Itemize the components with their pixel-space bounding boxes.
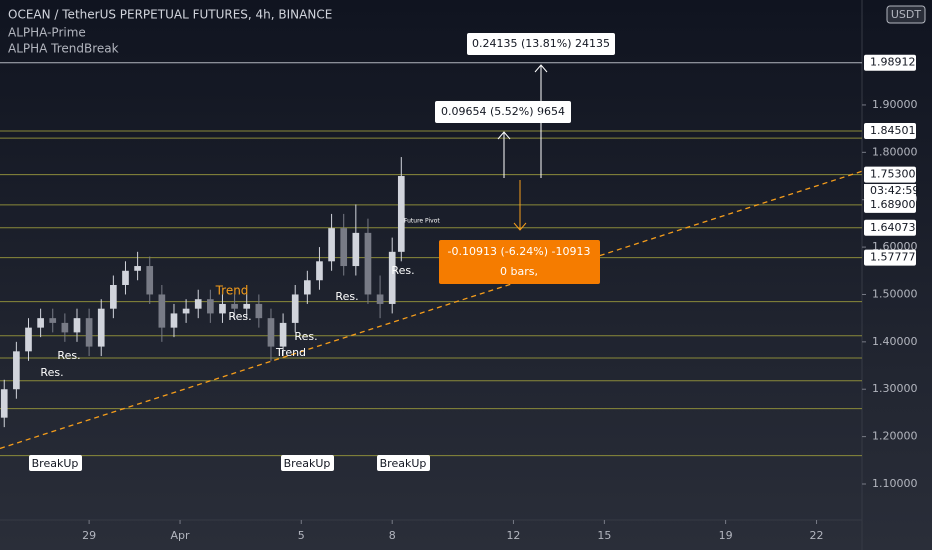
x-tick-label: 12	[506, 529, 520, 542]
candle-body	[37, 318, 44, 328]
x-tick-label: 15	[597, 529, 611, 542]
candle-body	[316, 261, 323, 281]
candle-body	[304, 280, 311, 295]
indicator-name: ALPHA TrendBreak	[8, 42, 119, 56]
indicator-name: ALPHA-Prime	[8, 26, 86, 40]
label-box	[377, 455, 430, 471]
annotation: BreakUp	[380, 457, 427, 470]
annotation: BreakUp	[284, 457, 331, 470]
price-label-box	[864, 54, 916, 71]
candle-body	[85, 318, 93, 347]
measure-label: 0.09654 (5.52%) 9654	[441, 105, 565, 118]
price-label: 1.68900	[870, 198, 916, 211]
measure-label: 0.24135 (13.81%) 24135	[472, 37, 610, 50]
candle-body	[279, 322, 287, 347]
currency-box[interactable]	[886, 5, 926, 24]
price-label: 1.75300	[870, 168, 916, 181]
candle-body	[219, 303, 226, 314]
candle-body	[122, 270, 129, 285]
annotation: Res.	[228, 310, 251, 323]
price-label-box	[864, 166, 916, 183]
candle-body	[194, 299, 202, 309]
x-tick-label: 22	[810, 529, 824, 542]
price-label: 1.98912	[870, 56, 916, 69]
annotation: Res.	[391, 264, 414, 277]
currency[interactable]: USDT	[891, 8, 922, 21]
annotation: Res.	[335, 290, 358, 303]
x-tick-label: 19	[719, 529, 733, 542]
candle-body	[170, 313, 178, 328]
candle-body	[158, 294, 166, 328]
chart-title: OCEAN / TetherUS PERPETUAL FUTURES, 4h, …	[8, 8, 332, 22]
price-label: 1.64073	[870, 221, 916, 234]
candle-body	[97, 308, 105, 347]
candle-body	[255, 303, 263, 319]
candle-body	[397, 176, 405, 252]
measure-box	[435, 101, 571, 123]
countdown-box	[864, 184, 916, 199]
candle-body	[364, 232, 372, 295]
annotation: Future Pivot	[404, 218, 440, 225]
annotation: Trend	[215, 284, 249, 298]
measure-box	[439, 240, 600, 284]
price-label: 1.84501	[870, 124, 916, 137]
measure-box	[467, 33, 615, 55]
y-tick-label: 1.90000	[872, 98, 918, 111]
candle-body	[328, 228, 335, 262]
label-box	[281, 455, 334, 471]
x-tick-label: 29	[82, 529, 96, 542]
candle-body	[134, 266, 141, 271]
annotation: Trend	[275, 346, 306, 359]
price-label-box	[864, 123, 916, 140]
price-label-box	[864, 219, 916, 236]
candle-body	[146, 266, 154, 295]
candle-body	[267, 318, 275, 347]
x-tick-label: Apr	[171, 529, 191, 542]
measure-arrow-down	[513, 180, 527, 231]
candle-body	[340, 228, 348, 267]
candle-body	[376, 294, 384, 304]
candle-body	[243, 303, 251, 309]
y-tick-label: 1.80000	[872, 145, 918, 158]
measure-arrows	[497, 64, 548, 178]
price-label-box	[864, 196, 916, 213]
price-label: 1.57777	[870, 251, 916, 264]
candle-body	[73, 318, 81, 333]
candle-body	[0, 389, 8, 418]
measure-label: 0 bars,	[500, 265, 538, 278]
candle-body	[49, 318, 57, 323]
y-tick-label: 1.40000	[872, 335, 918, 348]
y-tick-label: 1.20000	[872, 430, 918, 443]
y-tick-label: 1.10000	[872, 477, 918, 490]
annotation: BreakUp	[32, 457, 79, 470]
candle-body	[110, 284, 117, 309]
annotation: Res.	[294, 330, 317, 343]
label-box	[29, 455, 82, 471]
candle-body	[61, 322, 69, 333]
measure-label: -0.10913 (-6.24%) -10913	[448, 245, 591, 258]
annotations: BreakUp BreakUp BreakUp Res. Res. Res. R…	[29, 218, 440, 471]
candle-body	[25, 327, 32, 352]
x-tick-label: 8	[389, 529, 396, 542]
annotation: Res.	[57, 349, 80, 362]
candle-body	[207, 299, 214, 314]
x-tick-label: 5	[298, 529, 305, 542]
countdown: 03:42:59	[870, 184, 919, 197]
candle-body	[13, 351, 20, 390]
candle-body	[231, 303, 238, 309]
annotation: Res.	[40, 366, 63, 379]
trend-line	[0, 170, 863, 450]
y-tick-label: 1.30000	[872, 382, 918, 395]
y-tick-label: 1.50000	[872, 287, 918, 300]
candle-body	[182, 308, 190, 314]
candle-body	[388, 251, 396, 304]
candle-body	[291, 294, 299, 323]
price-label-box	[864, 249, 916, 266]
candle-body	[352, 232, 360, 267]
